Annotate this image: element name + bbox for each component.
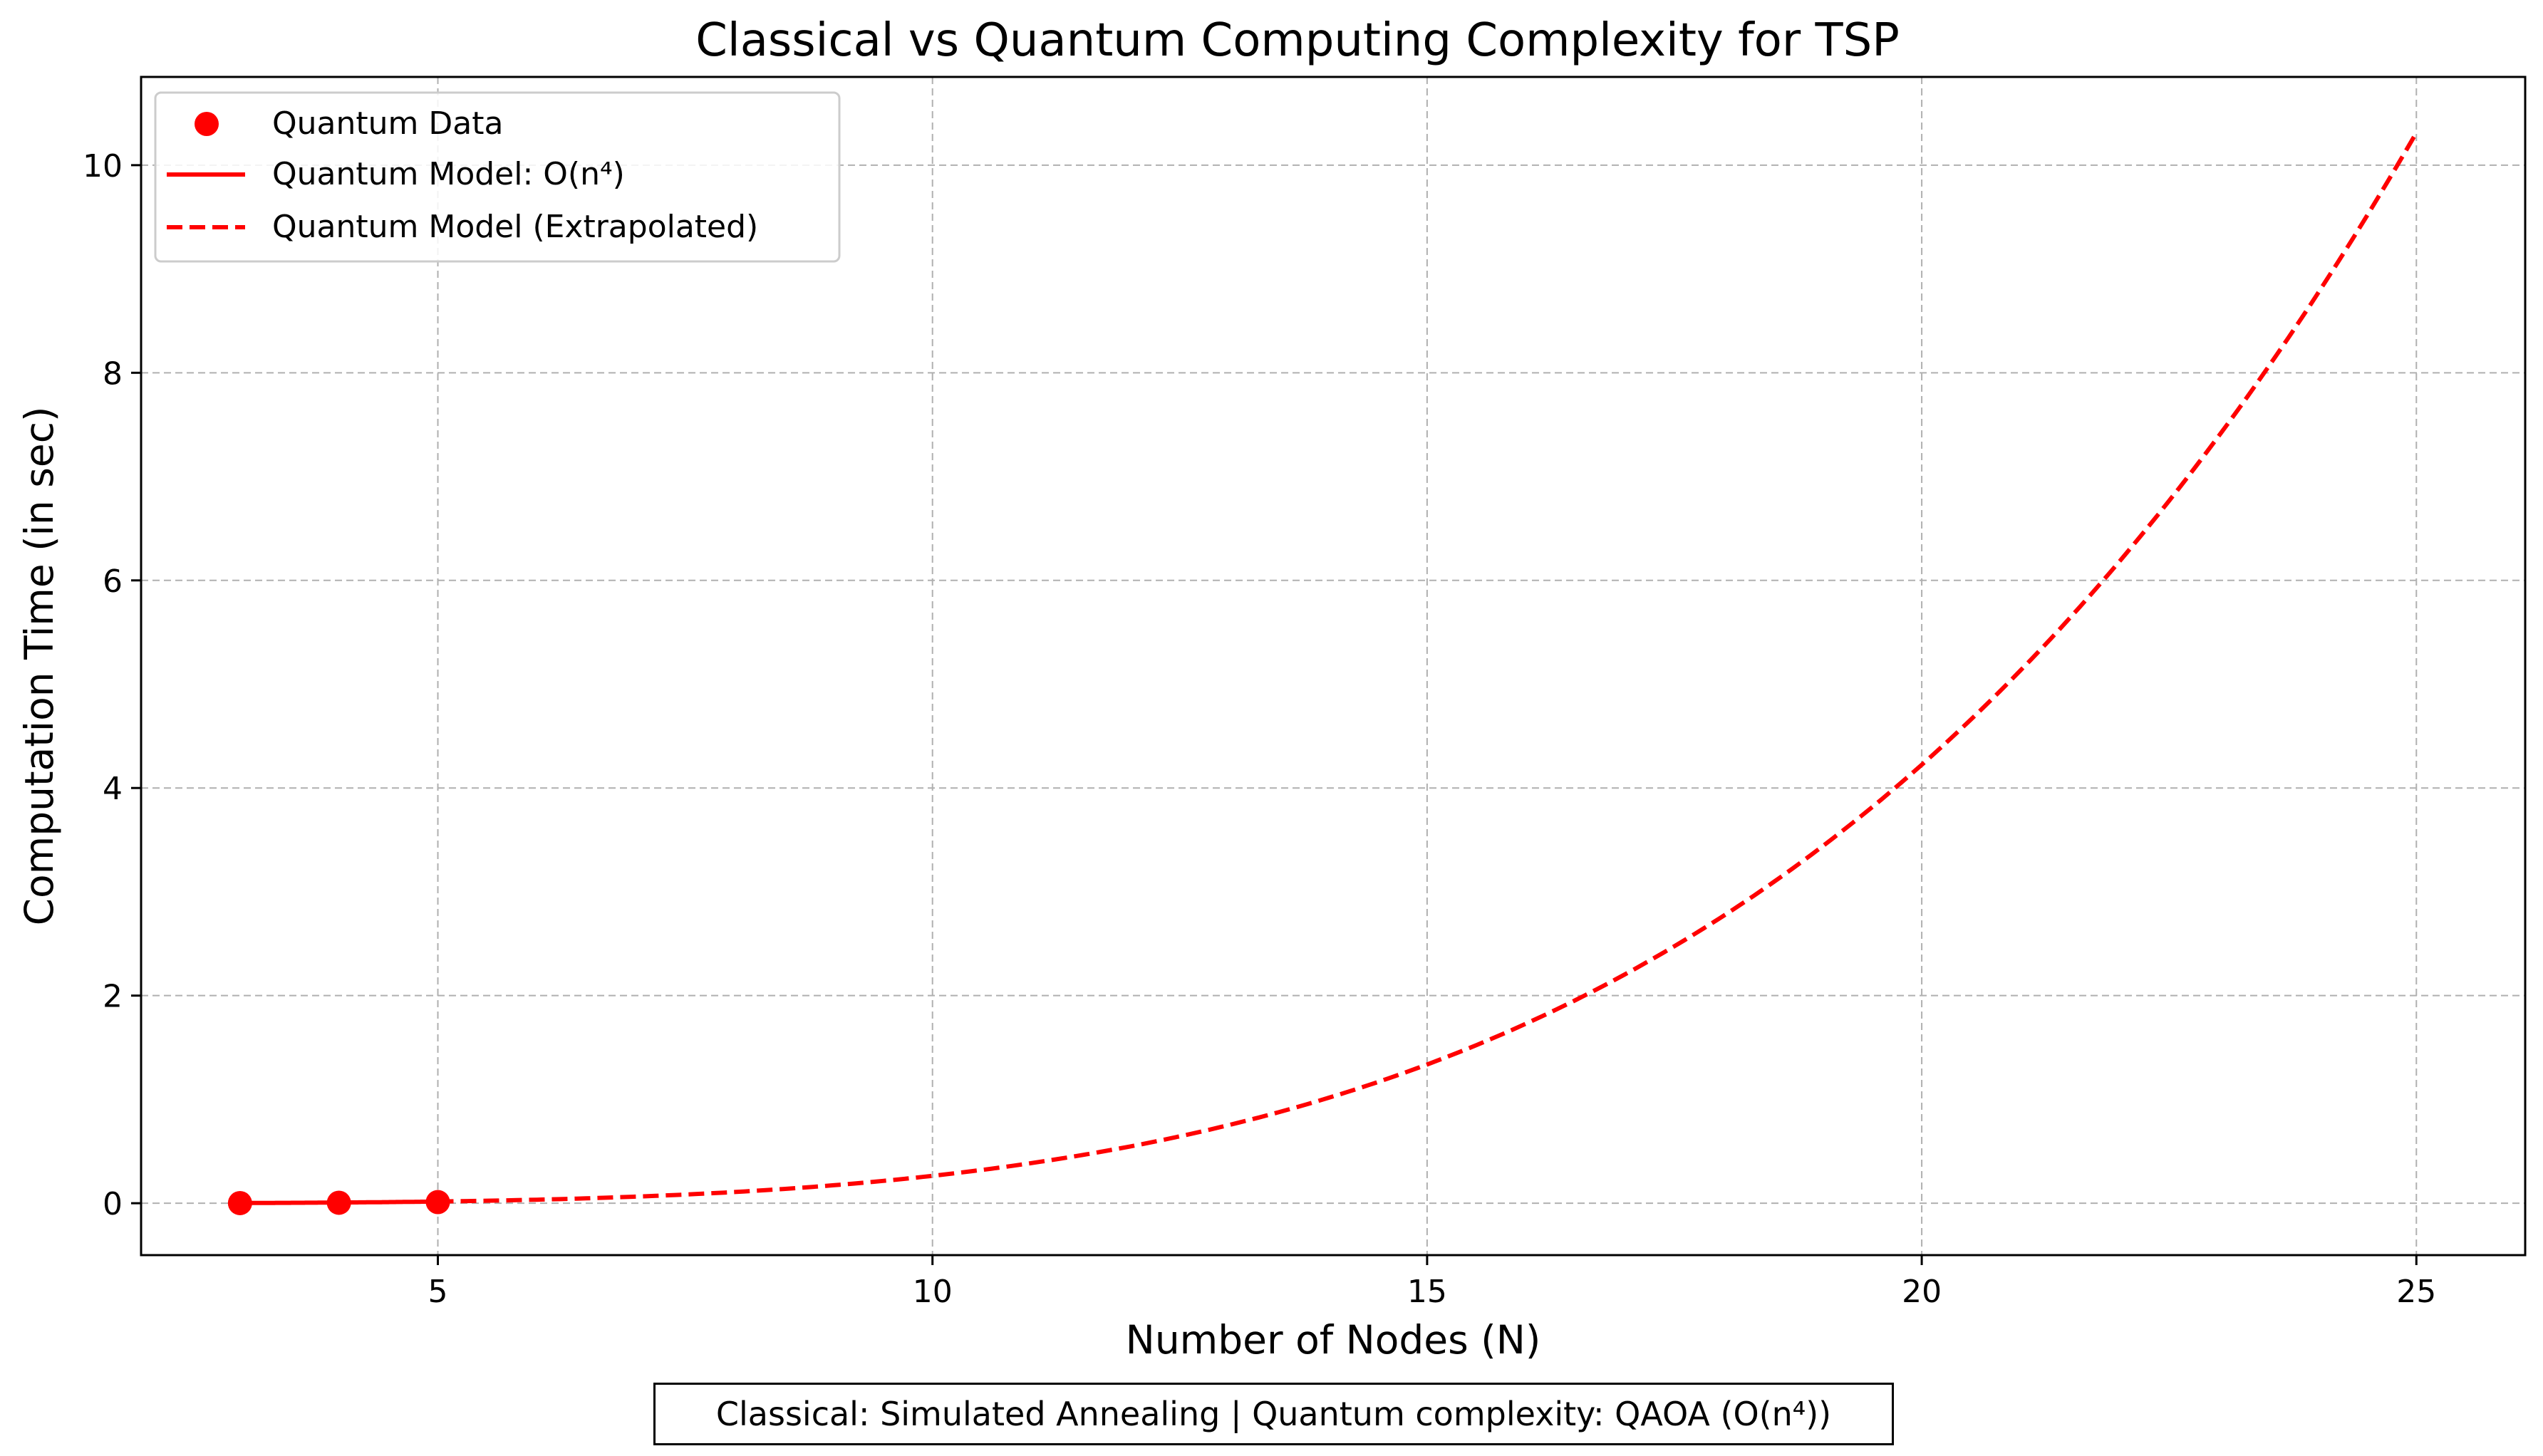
data-point <box>326 1190 351 1215</box>
legend-label-quantum-model: Quantum Model: O(n⁴) <box>272 156 625 192</box>
x-tick-label: 20 <box>1902 1274 1942 1310</box>
y-axis-label: Computation Time (in sec) <box>16 407 62 926</box>
y-axis-ticks: 0 2 4 6 8 10 <box>83 148 141 1222</box>
legend-label-quantum-data: Quantum Data <box>272 105 503 142</box>
x-tick-label: 15 <box>1407 1274 1447 1310</box>
y-tick-label: 2 <box>103 979 123 1015</box>
data-point <box>227 1190 252 1215</box>
y-tick-label: 4 <box>103 771 123 807</box>
legend-marker-quantum-data <box>195 112 219 136</box>
footnote-box: Classical: Simulated Annealing | Quantum… <box>653 1383 1894 1445</box>
legend: Quantum Data Quantum Model: O(n⁴) Quantu… <box>154 91 841 263</box>
series-line-quantum-model-extrapolated <box>437 131 2418 1204</box>
y-tick-label: 8 <box>103 355 123 392</box>
x-axis-label: Number of Nodes (N) <box>1126 1317 1541 1363</box>
grid <box>141 77 2525 1255</box>
legend-box <box>154 91 841 263</box>
x-axis-ticks: 5 10 15 20 25 <box>428 1255 2436 1310</box>
y-tick-label: 6 <box>103 563 123 600</box>
x-tick-label: 5 <box>428 1274 448 1310</box>
chart-title: Classical vs Quantum Computing Complexit… <box>695 14 1900 67</box>
series-layer <box>227 131 2418 1215</box>
legend-label-quantum-extrapolated: Quantum Model (Extrapolated) <box>272 209 758 245</box>
x-tick-label: 25 <box>2396 1274 2436 1310</box>
x-tick-label: 10 <box>913 1274 953 1310</box>
footnote-text: Classical: Simulated Annealing | Quantum… <box>715 1395 1832 1433</box>
data-point <box>425 1190 450 1215</box>
y-tick-label: 10 <box>83 148 123 184</box>
y-tick-label: 0 <box>103 1186 123 1222</box>
plot-area <box>140 76 2527 1257</box>
